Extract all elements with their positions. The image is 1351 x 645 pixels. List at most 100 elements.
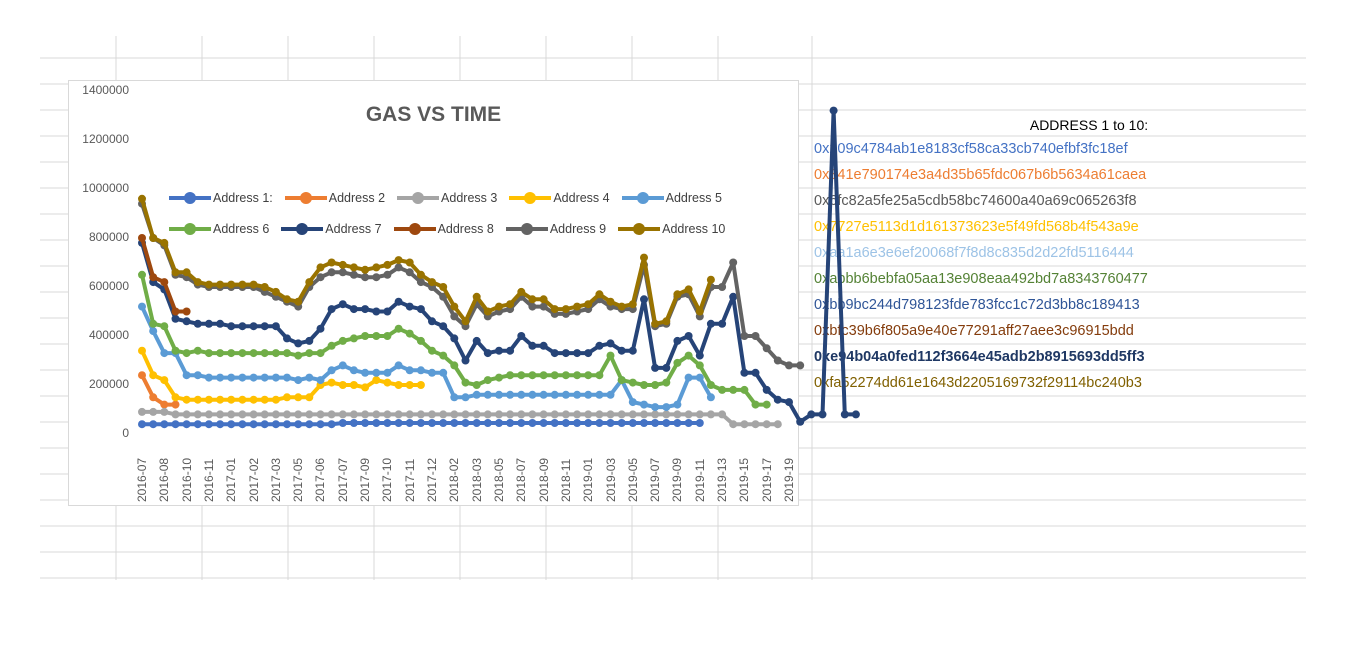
data-point — [283, 410, 291, 419]
data-point — [271, 373, 280, 382]
data-point — [271, 395, 280, 404]
legend-row: Address 6 Address 7 Address 8 Address 9 Addr… — [169, 222, 737, 236]
data-point — [383, 368, 392, 377]
data-point — [640, 253, 648, 262]
data-point — [517, 390, 526, 399]
data-point — [193, 410, 202, 419]
data-point — [461, 393, 470, 402]
data-point — [539, 295, 548, 304]
data-point — [506, 371, 515, 380]
y-tick-label: 400000 — [88, 328, 129, 342]
legend-row: Address 1: Address 2 Address 3 Address 4 Add… — [169, 191, 734, 205]
data-point — [283, 393, 291, 402]
data-point — [573, 390, 582, 399]
address-line: 0xbfc39b6f805a9e40e77291aff27aee3c96915b… — [814, 323, 1134, 339]
data-point — [450, 361, 459, 370]
data-point — [439, 283, 448, 291]
data-point — [495, 419, 503, 427]
data-point — [483, 410, 492, 419]
chart-area[interactable]: GAS VS TIME 0 200000 400000 600000 800000 100… — [68, 80, 860, 506]
data-point — [260, 322, 269, 331]
data-point — [483, 376, 492, 385]
data-point — [383, 307, 392, 316]
data-point — [405, 329, 414, 338]
series-2 — [138, 371, 180, 409]
data-point — [338, 419, 347, 427]
data-point — [595, 371, 604, 380]
data-point — [138, 371, 146, 380]
data-point — [416, 270, 425, 279]
data-point — [349, 381, 358, 389]
data-point — [617, 376, 626, 385]
legend-label: Address 7 — [325, 222, 382, 236]
address-line: 0xaa1a6e3e6ef20068f7f8d8c835d2d22fd51164… — [814, 245, 1134, 261]
data-point — [327, 341, 336, 350]
data-point — [327, 378, 336, 387]
data-point — [361, 332, 370, 340]
data-point — [372, 410, 381, 419]
data-point — [160, 376, 169, 385]
data-point — [495, 346, 503, 355]
data-point — [193, 278, 202, 287]
data-point — [361, 383, 370, 392]
data-point — [640, 410, 648, 419]
data-point — [428, 419, 436, 427]
y-tick-label: 1400000 — [82, 83, 129, 97]
data-point — [372, 419, 381, 427]
data-point — [651, 381, 660, 389]
data-point — [204, 349, 213, 358]
data-point — [495, 390, 503, 399]
address-line: 0xe94b04a0fed112f3664e45adb2b8915693dd5f… — [814, 349, 1145, 365]
data-point — [450, 312, 459, 321]
data-point — [349, 305, 358, 314]
data-point — [539, 302, 548, 311]
data-point — [595, 410, 604, 419]
data-point — [740, 332, 749, 340]
data-point — [773, 395, 782, 404]
data-point — [762, 344, 771, 353]
data-point — [729, 258, 738, 267]
data-point — [361, 368, 370, 377]
data-point — [283, 295, 291, 304]
data-point — [182, 307, 191, 316]
data-point — [595, 341, 604, 350]
data-point — [316, 420, 325, 429]
data-point — [171, 268, 180, 277]
data-point — [785, 361, 793, 370]
data-point — [416, 366, 425, 375]
data-point — [193, 395, 202, 404]
data-point — [238, 373, 247, 382]
data-point — [584, 349, 593, 358]
data-point — [204, 319, 213, 328]
data-point — [294, 297, 303, 306]
legend-swatch — [284, 191, 327, 205]
series-8 — [138, 234, 191, 316]
data-point — [138, 346, 146, 355]
data-point — [216, 280, 225, 289]
data-point — [762, 420, 771, 429]
legend-entry: Address 3 — [397, 191, 497, 205]
data-point — [439, 368, 448, 377]
legend-entry: Address 5 — [621, 191, 722, 205]
data-point — [361, 265, 370, 274]
data-point — [684, 351, 693, 360]
data-point — [718, 410, 727, 419]
data-point — [840, 410, 849, 419]
data-point — [439, 410, 448, 419]
data-point — [506, 410, 515, 419]
data-point — [138, 270, 146, 279]
data-point — [361, 305, 370, 314]
data-point — [160, 400, 169, 409]
data-point — [149, 327, 158, 336]
data-point — [216, 395, 225, 404]
data-point — [394, 381, 403, 389]
data-point — [372, 376, 381, 385]
data-point — [305, 410, 314, 419]
data-point — [416, 419, 425, 427]
address-line: 0x341e790174e3a4d35b65fdc067b6b5634a61ca… — [814, 167, 1147, 183]
data-point — [216, 420, 225, 429]
data-point — [595, 290, 604, 299]
data-point — [695, 307, 704, 316]
data-point — [361, 419, 370, 427]
data-point — [439, 322, 448, 331]
